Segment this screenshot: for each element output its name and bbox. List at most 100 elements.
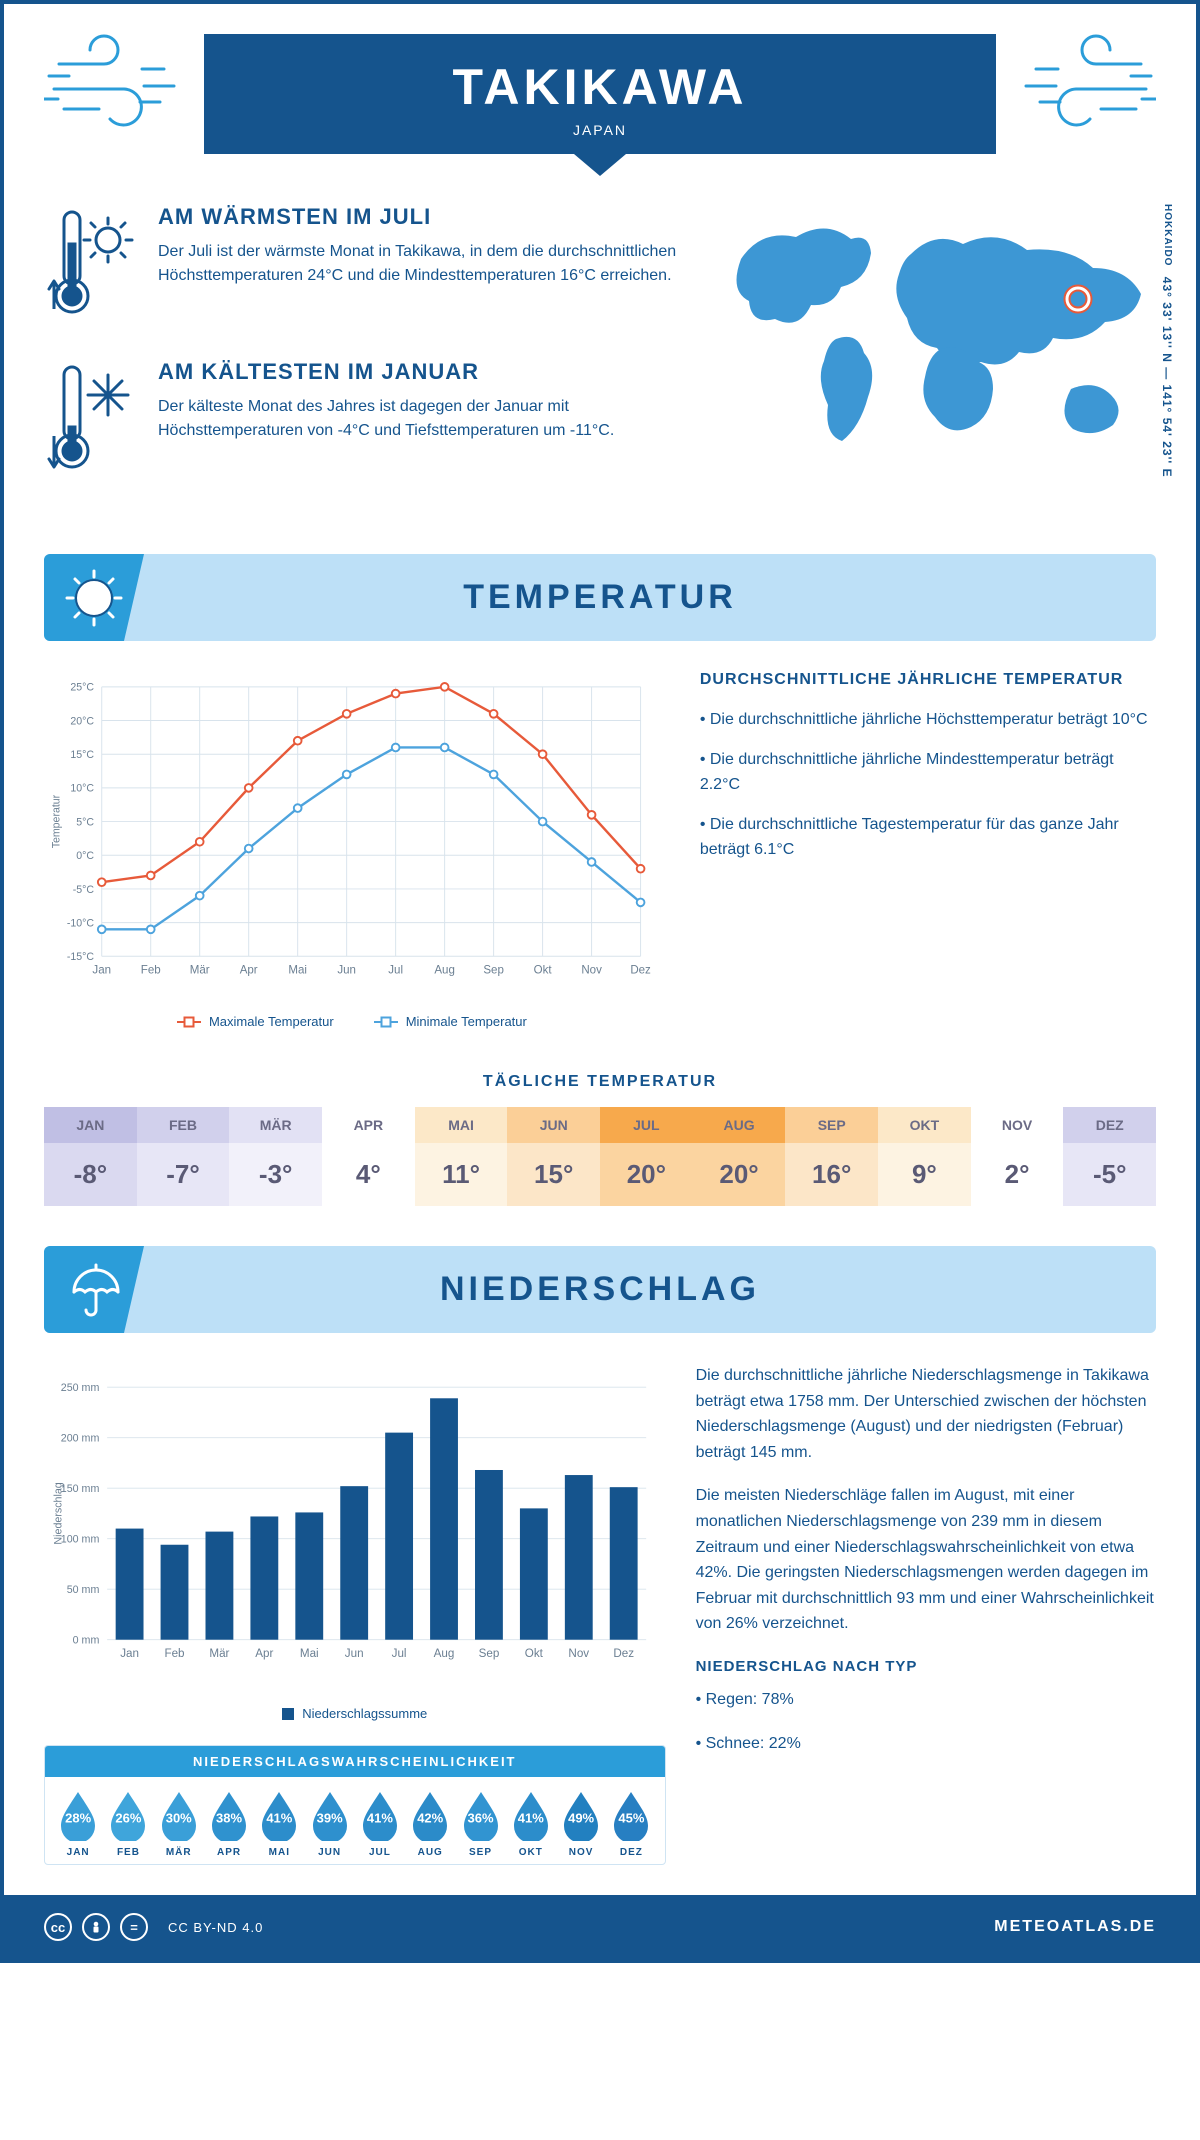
svg-text:Temperatur: Temperatur — [50, 794, 62, 848]
prob-title: NIEDERSCHLAGSWAHRSCHEINLICHKEIT — [45, 1746, 665, 1777]
section-title: TEMPERATUR — [64, 578, 1136, 617]
svg-text:5°C: 5°C — [76, 816, 94, 828]
svg-text:Jun: Jun — [345, 1647, 364, 1660]
daily-cell: MAI 11° — [415, 1107, 508, 1206]
daily-cell: JUN 15° — [507, 1107, 600, 1206]
svg-text:Jun: Jun — [337, 965, 356, 977]
svg-text:25°C: 25°C — [70, 682, 94, 694]
prob-cell: 28% JAN — [53, 1789, 103, 1858]
info-row: AM WÄRMSTEN IM JULI Der Juli ist der wär… — [4, 154, 1196, 544]
svg-text:250 mm: 250 mm — [61, 1382, 100, 1394]
daily-cell: APR 4° — [322, 1107, 415, 1206]
footer: cc = CC BY-ND 4.0 METEOATLAS.DE — [4, 1895, 1196, 1959]
cc-icon: cc — [44, 1913, 72, 1941]
daily-cell: OKT 9° — [878, 1107, 971, 1206]
daily-title: TÄGLICHE TEMPERATUR — [4, 1073, 1196, 1091]
temperature-chart: -15°C-10°C-5°C0°C5°C10°C15°C20°C25°CJanF… — [44, 671, 660, 1029]
stat-line: • Die durchschnittliche jährliche Mindes… — [700, 747, 1156, 798]
svg-text:Apr: Apr — [240, 965, 258, 977]
city-title: TAKIKAWA — [224, 58, 976, 116]
daily-temp-strip: JAN -8° FEB -7° MÄR -3° APR 4° MAI 11° J… — [44, 1107, 1156, 1206]
wind-icon-right — [1016, 34, 1156, 134]
prob-cell: 38% APR — [204, 1789, 254, 1858]
svg-text:Okt: Okt — [525, 1647, 544, 1660]
svg-text:Nov: Nov — [568, 1647, 589, 1660]
svg-text:Sep: Sep — [483, 965, 504, 977]
svg-text:-10°C: -10°C — [67, 917, 95, 929]
thermometer-cold-icon — [44, 359, 134, 484]
prob-cell: 36% SEP — [455, 1789, 505, 1858]
svg-text:50 mm: 50 mm — [67, 1584, 100, 1596]
svg-text:0°C: 0°C — [76, 850, 94, 862]
section-title: NIEDERSCHLAG — [64, 1270, 1136, 1309]
country-label: JAPAN — [224, 122, 976, 138]
legend-min: Minimale Temperatur — [406, 1014, 527, 1029]
coldest-title: AM KÄLTESTEN IM JANUAR — [158, 359, 686, 385]
svg-text:-5°C: -5°C — [73, 884, 95, 896]
svg-text:0 mm: 0 mm — [73, 1635, 100, 1647]
svg-text:Apr: Apr — [255, 1647, 273, 1660]
daily-cell: MÄR -3° — [229, 1107, 322, 1206]
umbrella-icon — [44, 1246, 144, 1333]
wind-icon-left — [44, 34, 184, 134]
svg-text:150 mm: 150 mm — [61, 1483, 100, 1495]
type-line: • Regen: 78% — [696, 1687, 1156, 1713]
legend-max: Maximale Temperatur — [209, 1014, 334, 1029]
sun-icon — [44, 554, 144, 641]
daily-cell: JUL 20° — [600, 1107, 693, 1206]
header-banner: TAKIKAWA JAPAN — [204, 34, 996, 154]
svg-text:Aug: Aug — [434, 965, 455, 977]
svg-text:20°C: 20°C — [70, 715, 94, 727]
legend-precip: Niederschlagssumme — [302, 1706, 427, 1721]
prob-cell: 41% JUL — [355, 1789, 405, 1858]
warmest-text: Der Juli ist der wärmste Monat in Takika… — [158, 240, 686, 288]
warmest-block: AM WÄRMSTEN IM JULI Der Juli ist der wär… — [44, 204, 686, 329]
svg-text:Jul: Jul — [388, 965, 403, 977]
svg-text:Okt: Okt — [534, 965, 553, 977]
probability-panel: NIEDERSCHLAGSWAHRSCHEINLICHKEIT 28% JAN … — [44, 1745, 666, 1865]
prob-cell: 30% MÄR — [154, 1789, 204, 1858]
type-line: • Schnee: 22% — [696, 1731, 1156, 1757]
warmest-title: AM WÄRMSTEN IM JULI — [158, 204, 686, 230]
section-temperature: TEMPERATUR — [44, 554, 1156, 641]
svg-text:Feb: Feb — [141, 965, 161, 977]
daily-cell: NOV 2° — [971, 1107, 1064, 1206]
prob-cell: 45% DEZ — [606, 1789, 656, 1858]
svg-text:200 mm: 200 mm — [61, 1433, 100, 1445]
prob-cell: 41% OKT — [506, 1789, 556, 1858]
svg-text:Mai: Mai — [288, 965, 307, 977]
svg-text:Dez: Dez — [630, 965, 651, 977]
coldest-block: AM KÄLTESTEN IM JANUAR Der kälteste Mona… — [44, 359, 686, 484]
by-icon — [82, 1913, 110, 1941]
stat-line: • Die durchschnittliche Tagestemperatur … — [700, 812, 1156, 863]
svg-text:Aug: Aug — [434, 1647, 455, 1660]
prob-cell: 26% FEB — [103, 1789, 153, 1858]
daily-cell: AUG 20° — [693, 1107, 786, 1206]
daily-cell: SEP 16° — [785, 1107, 878, 1206]
precipitation-chart: 0 mm50 mm100 mm150 mm200 mm250 mmJanFebM… — [44, 1363, 666, 1693]
svg-text:Mai: Mai — [300, 1647, 319, 1660]
page: TAKIKAWA JAPAN — [0, 0, 1200, 1963]
svg-text:Nov: Nov — [581, 965, 602, 977]
stat-line: • Die durchschnittliche jährliche Höchst… — [700, 707, 1156, 733]
svg-text:Sep: Sep — [479, 1647, 500, 1660]
svg-text:15°C: 15°C — [70, 749, 94, 761]
prob-cell: 49% NOV — [556, 1789, 606, 1858]
section-precipitation: NIEDERSCHLAG — [44, 1246, 1156, 1333]
svg-text:Jan: Jan — [92, 965, 111, 977]
thermometer-warm-icon — [44, 204, 134, 329]
daily-cell: JAN -8° — [44, 1107, 137, 1206]
svg-text:Mär: Mär — [190, 965, 210, 977]
header: TAKIKAWA JAPAN — [4, 4, 1196, 154]
prob-cell: 39% JUN — [304, 1789, 354, 1858]
prob-cell: 42% AUG — [405, 1789, 455, 1858]
svg-text:Mär: Mär — [209, 1647, 229, 1660]
svg-text:Feb: Feb — [164, 1647, 184, 1660]
coordinates: HOKKAIDO 43° 33' 13'' N — 141° 54' 23'' … — [1160, 204, 1174, 478]
svg-text:100 mm: 100 mm — [61, 1534, 100, 1546]
brand: METEOATLAS.DE — [994, 1918, 1156, 1936]
precipitation-text: Die durchschnittliche jährliche Niedersc… — [696, 1363, 1156, 1865]
svg-text:-15°C: -15°C — [67, 951, 95, 963]
svg-text:Dez: Dez — [613, 1647, 634, 1660]
world-map: HOKKAIDO 43° 33' 13'' N — 141° 54' 23'' … — [716, 204, 1156, 514]
